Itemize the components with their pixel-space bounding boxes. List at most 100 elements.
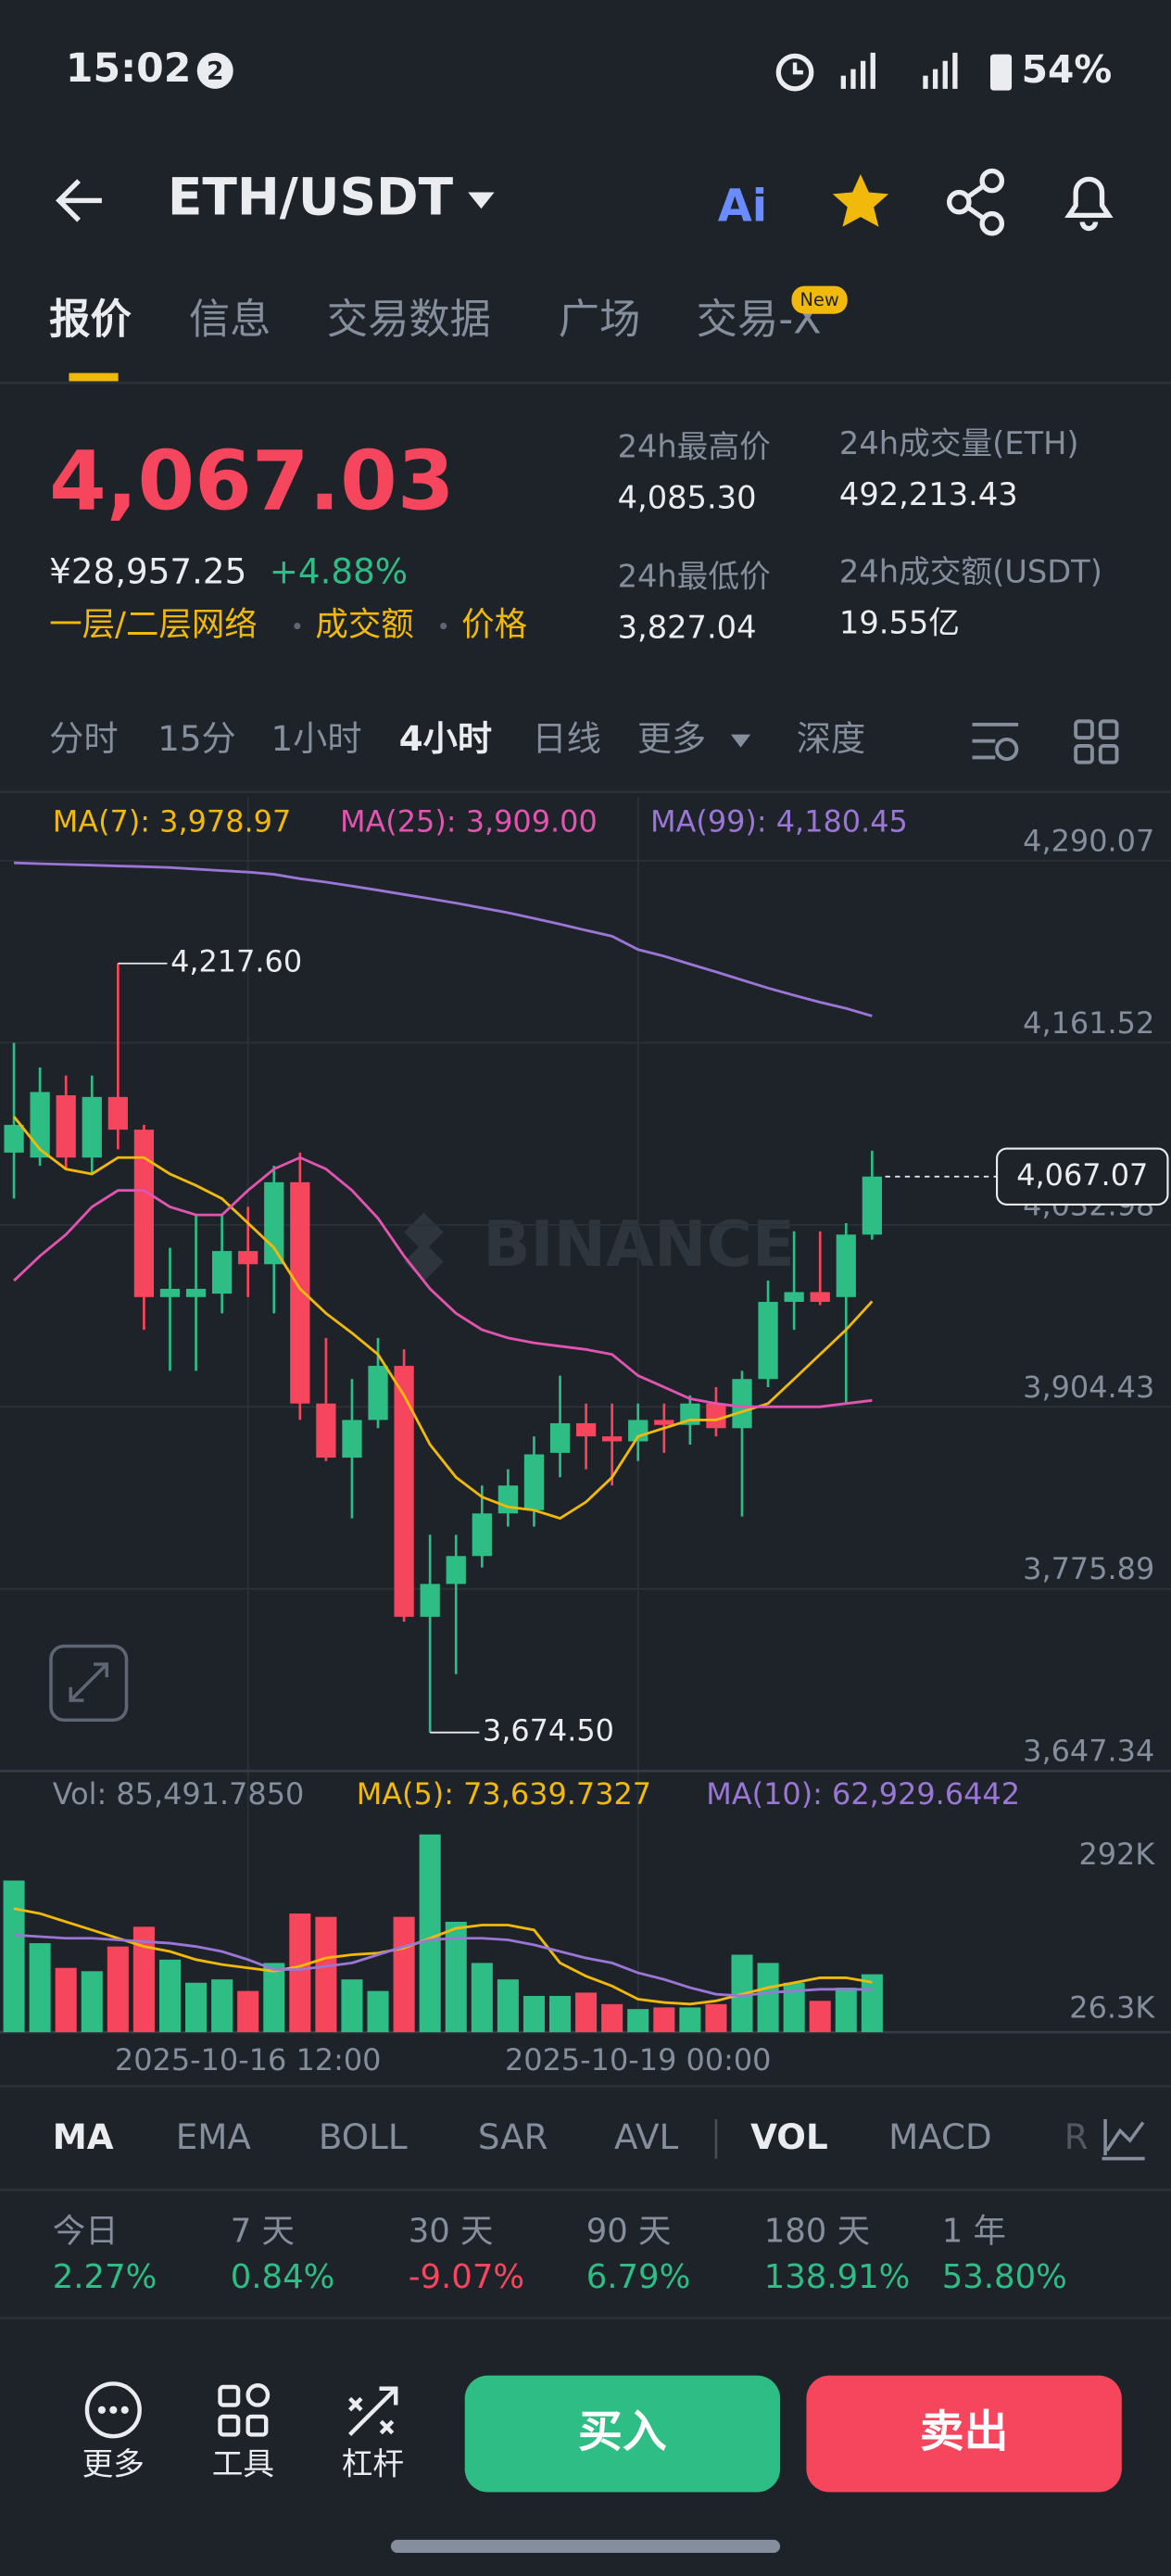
last-price-box — [996, 1147, 1169, 1206]
indicator-option[interactable]: BOLL — [319, 2116, 408, 2157]
indicator-option[interactable]: R — [1064, 2116, 1089, 2157]
y-tick-label: 4,290.07 — [1023, 823, 1154, 858]
ai-button[interactable]: Ai — [718, 181, 767, 232]
y-tick-label: 3,775.89 — [1023, 1551, 1154, 1586]
notification-dot — [196, 52, 233, 89]
volume-bar — [315, 1916, 337, 2033]
volume-average-line — [13, 1907, 873, 2006]
indicator-option[interactable]: VOL — [750, 2116, 828, 2157]
category-tag[interactable]: 成交额 — [315, 606, 413, 644]
back-button[interactable] — [56, 179, 102, 222]
candle-body — [523, 1454, 545, 1510]
price-change: +4.88% — [270, 550, 408, 591]
action-label[interactable]: 更多 — [82, 2446, 145, 2482]
volume-bar — [445, 1921, 467, 2033]
sell-button[interactable] — [806, 2375, 1122, 2493]
volume-bar — [29, 1943, 51, 2033]
volume-bar — [835, 1988, 857, 2033]
indicator-settings[interactable] — [1102, 2119, 1145, 2161]
candle-body — [342, 1420, 362, 1458]
interval-option[interactable]: 4小时 — [399, 718, 492, 759]
legend-entry: MA(5): 73,639.7327 — [357, 1776, 651, 1812]
stat-label: 24h最高价 — [618, 429, 771, 465]
tag-separator — [440, 623, 447, 630]
performance-label: 30 天 — [409, 2212, 494, 2250]
favorite-star[interactable] — [832, 174, 889, 227]
moving-average-line — [14, 861, 873, 1017]
volume-bar — [705, 2003, 727, 2033]
interval-option[interactable]: 更多 — [637, 718, 706, 759]
leverage-icon[interactable] — [348, 2386, 398, 2436]
category-tag[interactable]: 价格 — [461, 606, 527, 644]
volume-bar — [497, 1979, 519, 2033]
interval-option[interactable]: 15分 — [157, 718, 236, 759]
buy-label[interactable]: 买入 — [578, 2406, 667, 2457]
volume-bar — [757, 1963, 779, 2033]
volume-bar — [861, 1974, 883, 2033]
volume-bar — [158, 1959, 182, 2033]
moving-average-line — [12, 1116, 874, 1521]
candle-body — [810, 1292, 830, 1302]
indicator-option[interactable]: EMA — [176, 2116, 252, 2157]
interval-option[interactable]: 1小时 — [271, 718, 362, 759]
indicator-option[interactable]: AVL — [614, 2116, 679, 2157]
candle-body — [732, 1379, 752, 1429]
more-icon[interactable] — [84, 2381, 142, 2439]
volume-bar — [185, 1982, 208, 2033]
volume-bar — [809, 2001, 831, 2033]
indicator-option[interactable]: SAR — [478, 2116, 548, 2157]
pair-dropdown[interactable] — [468, 192, 495, 209]
candle-body — [706, 1403, 726, 1429]
candle-body — [862, 1176, 882, 1235]
pair-title[interactable]: ETH/USDT — [168, 168, 454, 227]
candle-body — [316, 1403, 336, 1458]
y-tick-label: 3,647.34 — [1023, 1734, 1154, 1769]
candle-body — [290, 1181, 310, 1404]
candle-body — [4, 1124, 24, 1153]
performance-value: 6.79% — [586, 2258, 691, 2296]
buy-button[interactable] — [464, 2375, 781, 2493]
last-price: 4,067.03 — [49, 433, 454, 528]
volume-bar — [575, 1992, 598, 2033]
more-dropdown[interactable] — [730, 734, 751, 748]
alert-bell[interactable] — [1064, 176, 1114, 232]
indicator-option[interactable]: MACD — [888, 2116, 992, 2157]
stat-value: 3,827.04 — [618, 610, 757, 646]
candle-body — [758, 1301, 778, 1380]
tab[interactable]: 交易数据 — [327, 297, 491, 344]
action-label[interactable]: 工具 — [212, 2446, 274, 2482]
candle-body — [420, 1584, 440, 1617]
volume-bar — [289, 1913, 311, 2033]
tab[interactable]: 广场 — [559, 297, 641, 344]
candle-body — [211, 1251, 233, 1294]
candle-body — [836, 1234, 856, 1297]
volume-bar — [653, 2007, 675, 2033]
tab[interactable]: 报价 — [49, 297, 132, 344]
volume-bar — [471, 1963, 493, 2033]
action-label[interactable]: 杠杆 — [342, 2446, 404, 2482]
indicator-option[interactable]: MA — [53, 2116, 114, 2157]
tools-icon[interactable] — [218, 2383, 271, 2437]
y-tick-label: 3,904.43 — [1023, 1370, 1154, 1405]
tab[interactable]: 信息 — [189, 297, 271, 344]
volume-bar — [367, 1990, 389, 2033]
candle-body — [602, 1436, 623, 1442]
interval-option[interactable]: 日线 — [532, 718, 600, 759]
legend-entry: Vol: 85,491.7850 — [53, 1776, 305, 1812]
share-button[interactable] — [947, 168, 1005, 236]
chart-settings-icon[interactable] — [972, 722, 1019, 762]
sell-label[interactable]: 卖出 — [920, 2406, 1009, 2457]
new-badge-label: New — [800, 289, 839, 310]
volume-bar — [107, 1946, 129, 2033]
volume-bar — [419, 1834, 441, 2033]
interval-option[interactable]: 深度 — [797, 718, 865, 759]
expand-button[interactable] — [49, 1644, 129, 1723]
volume-bar — [783, 1982, 805, 2033]
candle-body — [133, 1130, 155, 1297]
interval-option[interactable]: 分时 — [49, 718, 118, 759]
layout-icon[interactable] — [1074, 719, 1119, 764]
volume-bar — [55, 1967, 77, 2033]
candle-body — [107, 1096, 128, 1130]
performance-value: 138.91% — [764, 2258, 911, 2296]
category-tag[interactable]: 一层/二层网络 — [49, 606, 258, 644]
